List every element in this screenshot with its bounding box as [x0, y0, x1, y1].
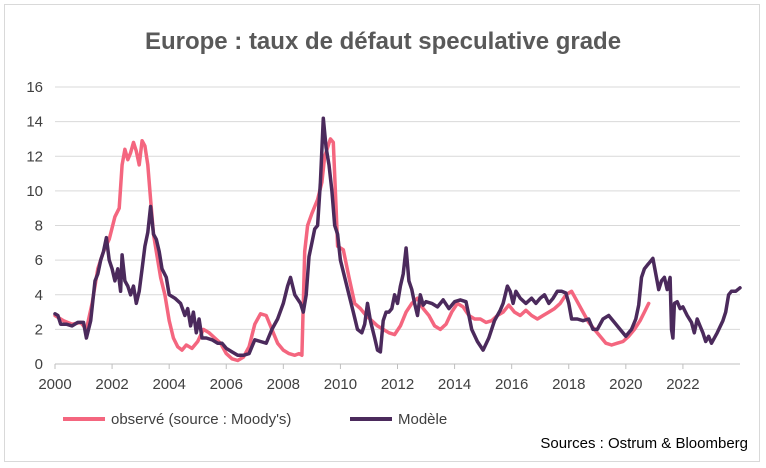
y-tick-label: 16	[26, 79, 43, 96]
chart-frame: Europe : taux de défaut speculative grad…	[4, 4, 760, 462]
y-tick-label: 8	[35, 218, 43, 235]
y-axis-ticks: 0 2 4 6 8 10 12 14 16	[26, 79, 43, 373]
x-tick-label: 2004	[152, 376, 185, 393]
x-tick-label: 2008	[267, 376, 300, 393]
x-tick-label: 2006	[210, 376, 243, 393]
x-tick-label: 2020	[609, 376, 642, 393]
x-tick-label: 2000	[38, 376, 71, 393]
x-axis-ticks: 2000 2002 2004 2006 2008 2010 2012 2014 2016 2018…	[38, 364, 700, 393]
x-tick-label: 2014	[438, 376, 471, 393]
y-tick-label: 6	[35, 252, 43, 269]
x-tick-label: 2018	[552, 376, 585, 393]
y-tick-label: 4	[35, 287, 43, 304]
y-tick-label: 2	[35, 321, 43, 338]
y-tick-label: 12	[26, 148, 43, 165]
x-tick-label: 2022	[666, 376, 699, 393]
series-line-modele	[53, 116, 742, 358]
y-tick-label: 0	[35, 356, 43, 373]
x-tick-label: 2012	[381, 376, 414, 393]
series-lines	[53, 116, 742, 363]
legend-label-observe: observé (source : Moody's)	[111, 411, 291, 428]
source-note: Sources : Ostrum & Bloomberg	[540, 435, 748, 452]
legend: observé (source : Moody's) Modèle	[63, 411, 447, 428]
x-tick-label: 2016	[495, 376, 528, 393]
line-chart: Europe : taux de défaut speculative grad…	[26, 28, 748, 452]
legend-label-modele: Modèle	[398, 411, 447, 428]
y-tick-label: 10	[26, 183, 43, 200]
x-tick-label: 2002	[95, 376, 128, 393]
y-tick-label: 14	[26, 114, 43, 131]
chart-title: Europe : taux de défaut speculative grad…	[145, 28, 621, 55]
x-tick-label: 2010	[324, 376, 357, 393]
